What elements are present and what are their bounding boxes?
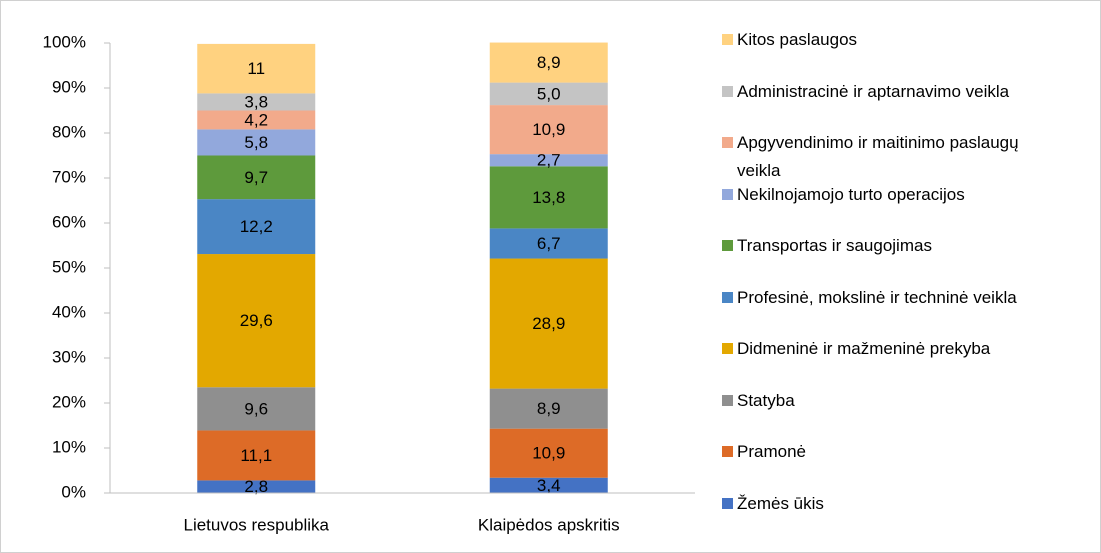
y-tick-label: 10% xyxy=(52,437,86,456)
value-label: 5,8 xyxy=(244,133,268,152)
value-label: 2,7 xyxy=(537,151,561,170)
y-tick-label: 40% xyxy=(52,302,86,321)
legend-swatch xyxy=(722,343,733,354)
legend-item: Profesinė, mokslinė ir techninė veikla xyxy=(722,284,1092,312)
legend-swatch xyxy=(722,137,733,148)
bar-segment xyxy=(489,154,608,167)
bar-segment xyxy=(197,199,316,255)
x-tick-label: Lietuvos respublika xyxy=(183,515,329,534)
legend-label: Administracinė ir aptarnavimo veikla xyxy=(737,81,1010,101)
y-tick-label: 100% xyxy=(43,32,86,51)
value-label: 10,9 xyxy=(532,444,565,463)
value-label: 9,6 xyxy=(244,399,268,418)
legend-item: Nekilnojamojo turto operacijos xyxy=(722,181,1092,209)
legend-label: Apgyvendinimo ir maitinimo paslaugų veik… xyxy=(737,133,1019,180)
value-label: 9,7 xyxy=(244,168,268,187)
legend-label: Žemės ūkis xyxy=(737,493,824,513)
bar-segment xyxy=(489,388,608,429)
legend-swatch xyxy=(722,291,733,303)
y-tick-label: 80% xyxy=(52,122,86,141)
y-tick-label: 70% xyxy=(52,167,86,186)
legend-swatch xyxy=(722,446,733,457)
value-label: 11 xyxy=(247,59,265,78)
value-label: 3,4 xyxy=(537,476,561,495)
y-tick-label: 50% xyxy=(52,257,86,276)
legend-label: Pramonė xyxy=(737,442,806,461)
legend-item: Administracinė ir aptarnavimo veikla xyxy=(722,78,1092,106)
y-tick-label: 20% xyxy=(52,392,86,411)
value-label: 5,0 xyxy=(537,84,561,103)
legend-label: Profesinė, mokslinė ir techninė veikla xyxy=(737,287,1017,307)
bar-segment xyxy=(489,105,608,155)
legend-item: Statyba xyxy=(722,387,1092,415)
bar-segment xyxy=(489,258,608,389)
bar-segment xyxy=(197,110,316,130)
bar-segment xyxy=(197,93,316,111)
legend-item: Transportas ir saugojimas xyxy=(722,232,1092,260)
y-tick-label: 60% xyxy=(52,212,86,231)
bar-segment xyxy=(197,129,316,156)
value-label: 29,6 xyxy=(240,311,273,330)
legend-label: Didmeninė ir mažmeninė prekyba xyxy=(737,339,991,358)
value-label: 4,2 xyxy=(244,110,268,129)
bar-segment xyxy=(197,387,316,431)
legend-swatch xyxy=(722,394,733,406)
bar-segment xyxy=(489,428,608,478)
value-label: 6,7 xyxy=(537,234,561,253)
legend-label: Kitos paslaugos xyxy=(737,30,858,49)
value-label: 8,9 xyxy=(537,399,561,418)
bar-segment xyxy=(197,43,316,94)
legend-swatch xyxy=(722,34,733,45)
value-label: 8,9 xyxy=(537,53,561,72)
bar-segment xyxy=(197,480,316,493)
bar-segment xyxy=(197,155,316,200)
legend-swatch xyxy=(722,188,733,200)
bar-segment xyxy=(197,430,316,481)
y-tick-label: 30% xyxy=(52,347,86,366)
value-label: 3,8 xyxy=(244,92,268,111)
legend-item: Didmeninė ir mažmeninė prekyba xyxy=(722,335,1092,363)
x-tick-label: Klaipėdos apskritis xyxy=(478,515,620,534)
value-label: 13,8 xyxy=(532,188,565,207)
legend-item: Pramonė xyxy=(722,438,1092,466)
value-label: 12,2 xyxy=(240,217,273,236)
y-tick-label: 90% xyxy=(52,77,86,96)
bar-segment xyxy=(489,166,608,229)
legend-item: Apgyvendinimo ir maitinimo paslaugų veik… xyxy=(722,129,1092,185)
bar-segment xyxy=(489,477,608,493)
legend-swatch xyxy=(722,240,733,251)
value-label: 10,9 xyxy=(532,120,565,139)
legend-label: Nekilnojamojo turto operacijos xyxy=(737,184,965,204)
value-label: 2,8 xyxy=(244,477,268,496)
legend-swatch xyxy=(722,497,733,509)
y-tick-label: 0% xyxy=(61,482,86,501)
bar-segment xyxy=(489,228,608,259)
value-label: 11,1 xyxy=(240,446,272,465)
bar-segment xyxy=(489,42,608,83)
legend-swatch xyxy=(722,85,733,97)
bar-segment xyxy=(489,82,608,106)
legend-item: Kitos paslaugos xyxy=(722,26,1092,54)
bar-segment xyxy=(197,254,316,388)
legend-label: Statyba xyxy=(737,390,795,410)
legend-label: Transportas ir saugojimas xyxy=(737,236,932,255)
value-label: 28,9 xyxy=(532,314,565,333)
legend-item: Žemės ūkis xyxy=(722,490,1092,518)
